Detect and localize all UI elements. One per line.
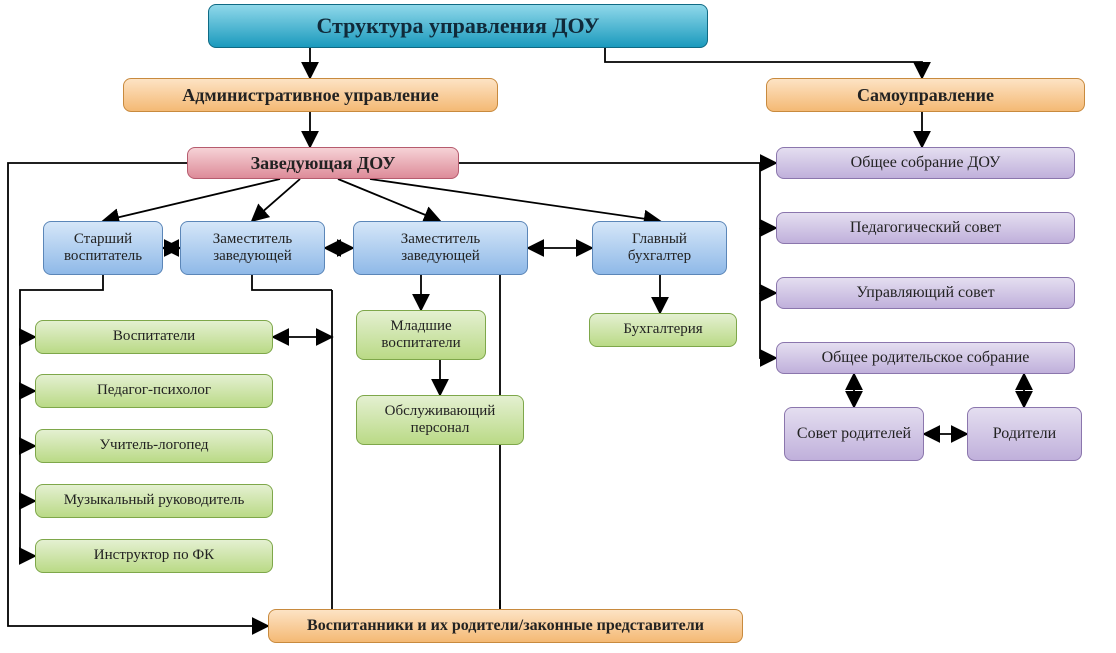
node-pupils: Воспитанники и их родители/законные пред… [268,609,743,643]
node-head: Заведующая ДОУ [187,147,459,179]
edge [332,290,340,626]
node-psych: Педагог-психолог [35,374,273,408]
node-dep1: Заместитель заведующей [180,221,325,275]
node-parents: Родители [967,407,1082,461]
node-gen_meet: Общее собрание ДОУ [776,147,1075,179]
node-pe: Инструктор по ФК [35,539,273,573]
edge [103,179,280,221]
diagram-stage: Структура управления ДОУ Административное… [0,0,1116,653]
node-upr_sov: Управляющий совет [776,277,1075,309]
node-self: Самоуправление [766,78,1085,112]
edge [370,179,660,221]
node-senior_ed: Старший воспитатель [43,221,163,275]
node-title: Структура управления ДОУ [208,4,708,48]
edge [252,275,332,290]
node-music: Музыкальный руководитель [35,484,273,518]
edge [20,446,35,501]
edge [760,228,776,293]
node-ped_sov: Педагогический совет [776,212,1075,244]
node-educators: Воспитатели [35,320,273,354]
edge [252,179,300,221]
edge [20,337,35,391]
edge [605,48,922,78]
edge [20,501,35,556]
node-logop: Учитель-логопед [35,429,273,463]
edge [338,179,440,221]
node-par_meet: Общее родительское собрание [776,342,1075,374]
edge [20,391,35,446]
node-dep2: Заместитель заведующей [353,221,528,275]
node-accdept: Бухгалтерия [589,313,737,347]
node-junior_ed: Младшие воспитатели [356,310,486,360]
node-par_sov: Совет родителей [784,407,924,461]
node-admin: Административное управление [123,78,498,112]
node-acc: Главный бухгалтер [592,221,727,275]
edge [760,163,776,228]
node-service: Обслуживающий персонал [356,395,524,445]
edge [760,293,776,358]
